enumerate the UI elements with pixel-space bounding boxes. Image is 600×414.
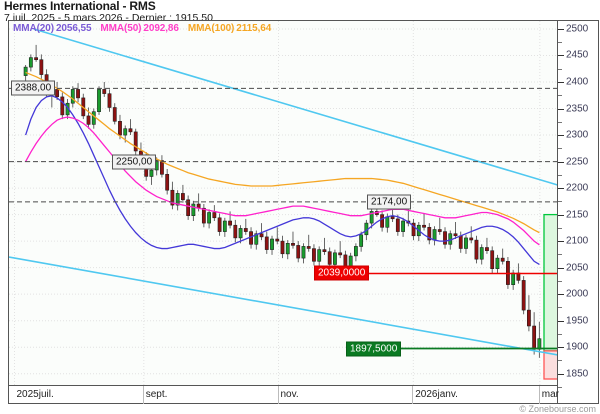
price-tick-mark-minor <box>558 68 562 70</box>
date-tick-4: mar <box>541 389 559 400</box>
price-tick-mark <box>558 108 564 110</box>
level-2174-label[interactable]: 2174,00 <box>367 194 412 210</box>
price-tick-1850: 1850 <box>566 368 589 380</box>
support-1897-label[interactable]: 1897,5000 <box>346 341 402 357</box>
level-2388-label[interactable]: 2388,00 <box>11 80 56 96</box>
price-tick-mark-minor <box>558 387 562 388</box>
price-tick-mark <box>558 135 564 137</box>
date-axis-separator <box>142 386 144 404</box>
price-tick-2450: 2450 <box>566 49 589 61</box>
chart-canvas <box>9 21 557 385</box>
price-tick-mark <box>558 373 564 375</box>
price-tick-mark-minor <box>558 333 562 335</box>
price-tick-mark-minor <box>558 280 562 282</box>
legend-value-1: 2056,55 <box>55 23 92 34</box>
price-tick-mark <box>558 55 564 57</box>
price-tick-mark <box>558 214 564 216</box>
price-tick-mark <box>558 161 564 163</box>
date-axis-separator <box>538 386 540 404</box>
price-tick-mark-minor <box>558 42 562 44</box>
resistance-2039-label[interactable]: 2039,0000 <box>314 265 370 281</box>
date-axis-separator <box>277 386 279 404</box>
price-tick-mark <box>558 294 564 296</box>
page-title: Hermes International - RMS <box>4 0 156 13</box>
price-tick-mark <box>558 82 564 83</box>
chart-plot-area[interactable]: MMA(20) 2056,55 MMA(50) 2092,86 MMA(100) 2115… <box>8 20 558 386</box>
price-tick-mark-minor <box>558 254 562 256</box>
price-tick-2200: 2200 <box>566 182 589 194</box>
price-tick-mark <box>558 241 564 243</box>
legend-key-1: MMA(20) <box>13 23 54 34</box>
date-tick-3: 2026janv. <box>415 389 458 400</box>
date-axis: 2025juil. sept. nov. 2026janv. mar <box>8 386 559 404</box>
price-axis: 2500 2450 2400 2350 2300 2250 2200 2150 2100 2050… <box>558 20 599 404</box>
price-tick-mark-minor <box>558 307 562 309</box>
price-tick-mark-minor <box>558 95 562 97</box>
price-tick-2050: 2050 <box>566 262 589 274</box>
legend-value-2: 2092,86 <box>143 23 179 34</box>
price-tick-2250: 2250 <box>566 156 589 168</box>
date-tick-1: sept. <box>145 389 168 400</box>
price-tick-mark-minor <box>558 201 562 203</box>
level-2250-label[interactable]: 2250,00 <box>112 154 157 170</box>
price-tick-mark-minor <box>558 360 562 362</box>
watermark: © Zonebourse.com <box>519 404 596 414</box>
moving-average-legend: MMA(20) 2056,55 MMA(50) 2092,86 MMA(100) 2115… <box>13 23 280 34</box>
price-tick-2000: 2000 <box>566 288 589 300</box>
price-tick-2150: 2150 <box>566 209 589 221</box>
price-tick-1950: 1950 <box>566 315 589 327</box>
date-tick-0: 2025juil. <box>16 389 54 400</box>
price-tick-mark <box>558 347 564 349</box>
price-tick-mark-minor <box>558 174 562 176</box>
price-tick-mark-minor <box>558 121 562 123</box>
price-tick-1900: 1900 <box>566 341 589 353</box>
price-tick-mark-minor <box>558 148 562 150</box>
price-tick-mark <box>558 28 564 30</box>
price-tick-2350: 2350 <box>566 103 589 115</box>
price-tick-2400: 2400 <box>566 76 589 88</box>
date-tick-2: nov. <box>280 389 299 400</box>
date-axis-separator <box>412 386 414 404</box>
price-tick-mark-minor <box>558 227 562 229</box>
legend-key-3: MMA(100) <box>187 23 235 34</box>
price-tick-2100: 2100 <box>566 235 589 247</box>
legend-value-3: 2115,64 <box>236 23 272 34</box>
price-tick-mark <box>558 267 564 269</box>
price-tick-mark <box>558 320 564 322</box>
price-tick-2300: 2300 <box>566 129 589 141</box>
price-tick-2500: 2500 <box>566 23 589 35</box>
price-tick-mark <box>558 188 564 190</box>
legend-key-2: MMA(50) <box>100 23 142 34</box>
